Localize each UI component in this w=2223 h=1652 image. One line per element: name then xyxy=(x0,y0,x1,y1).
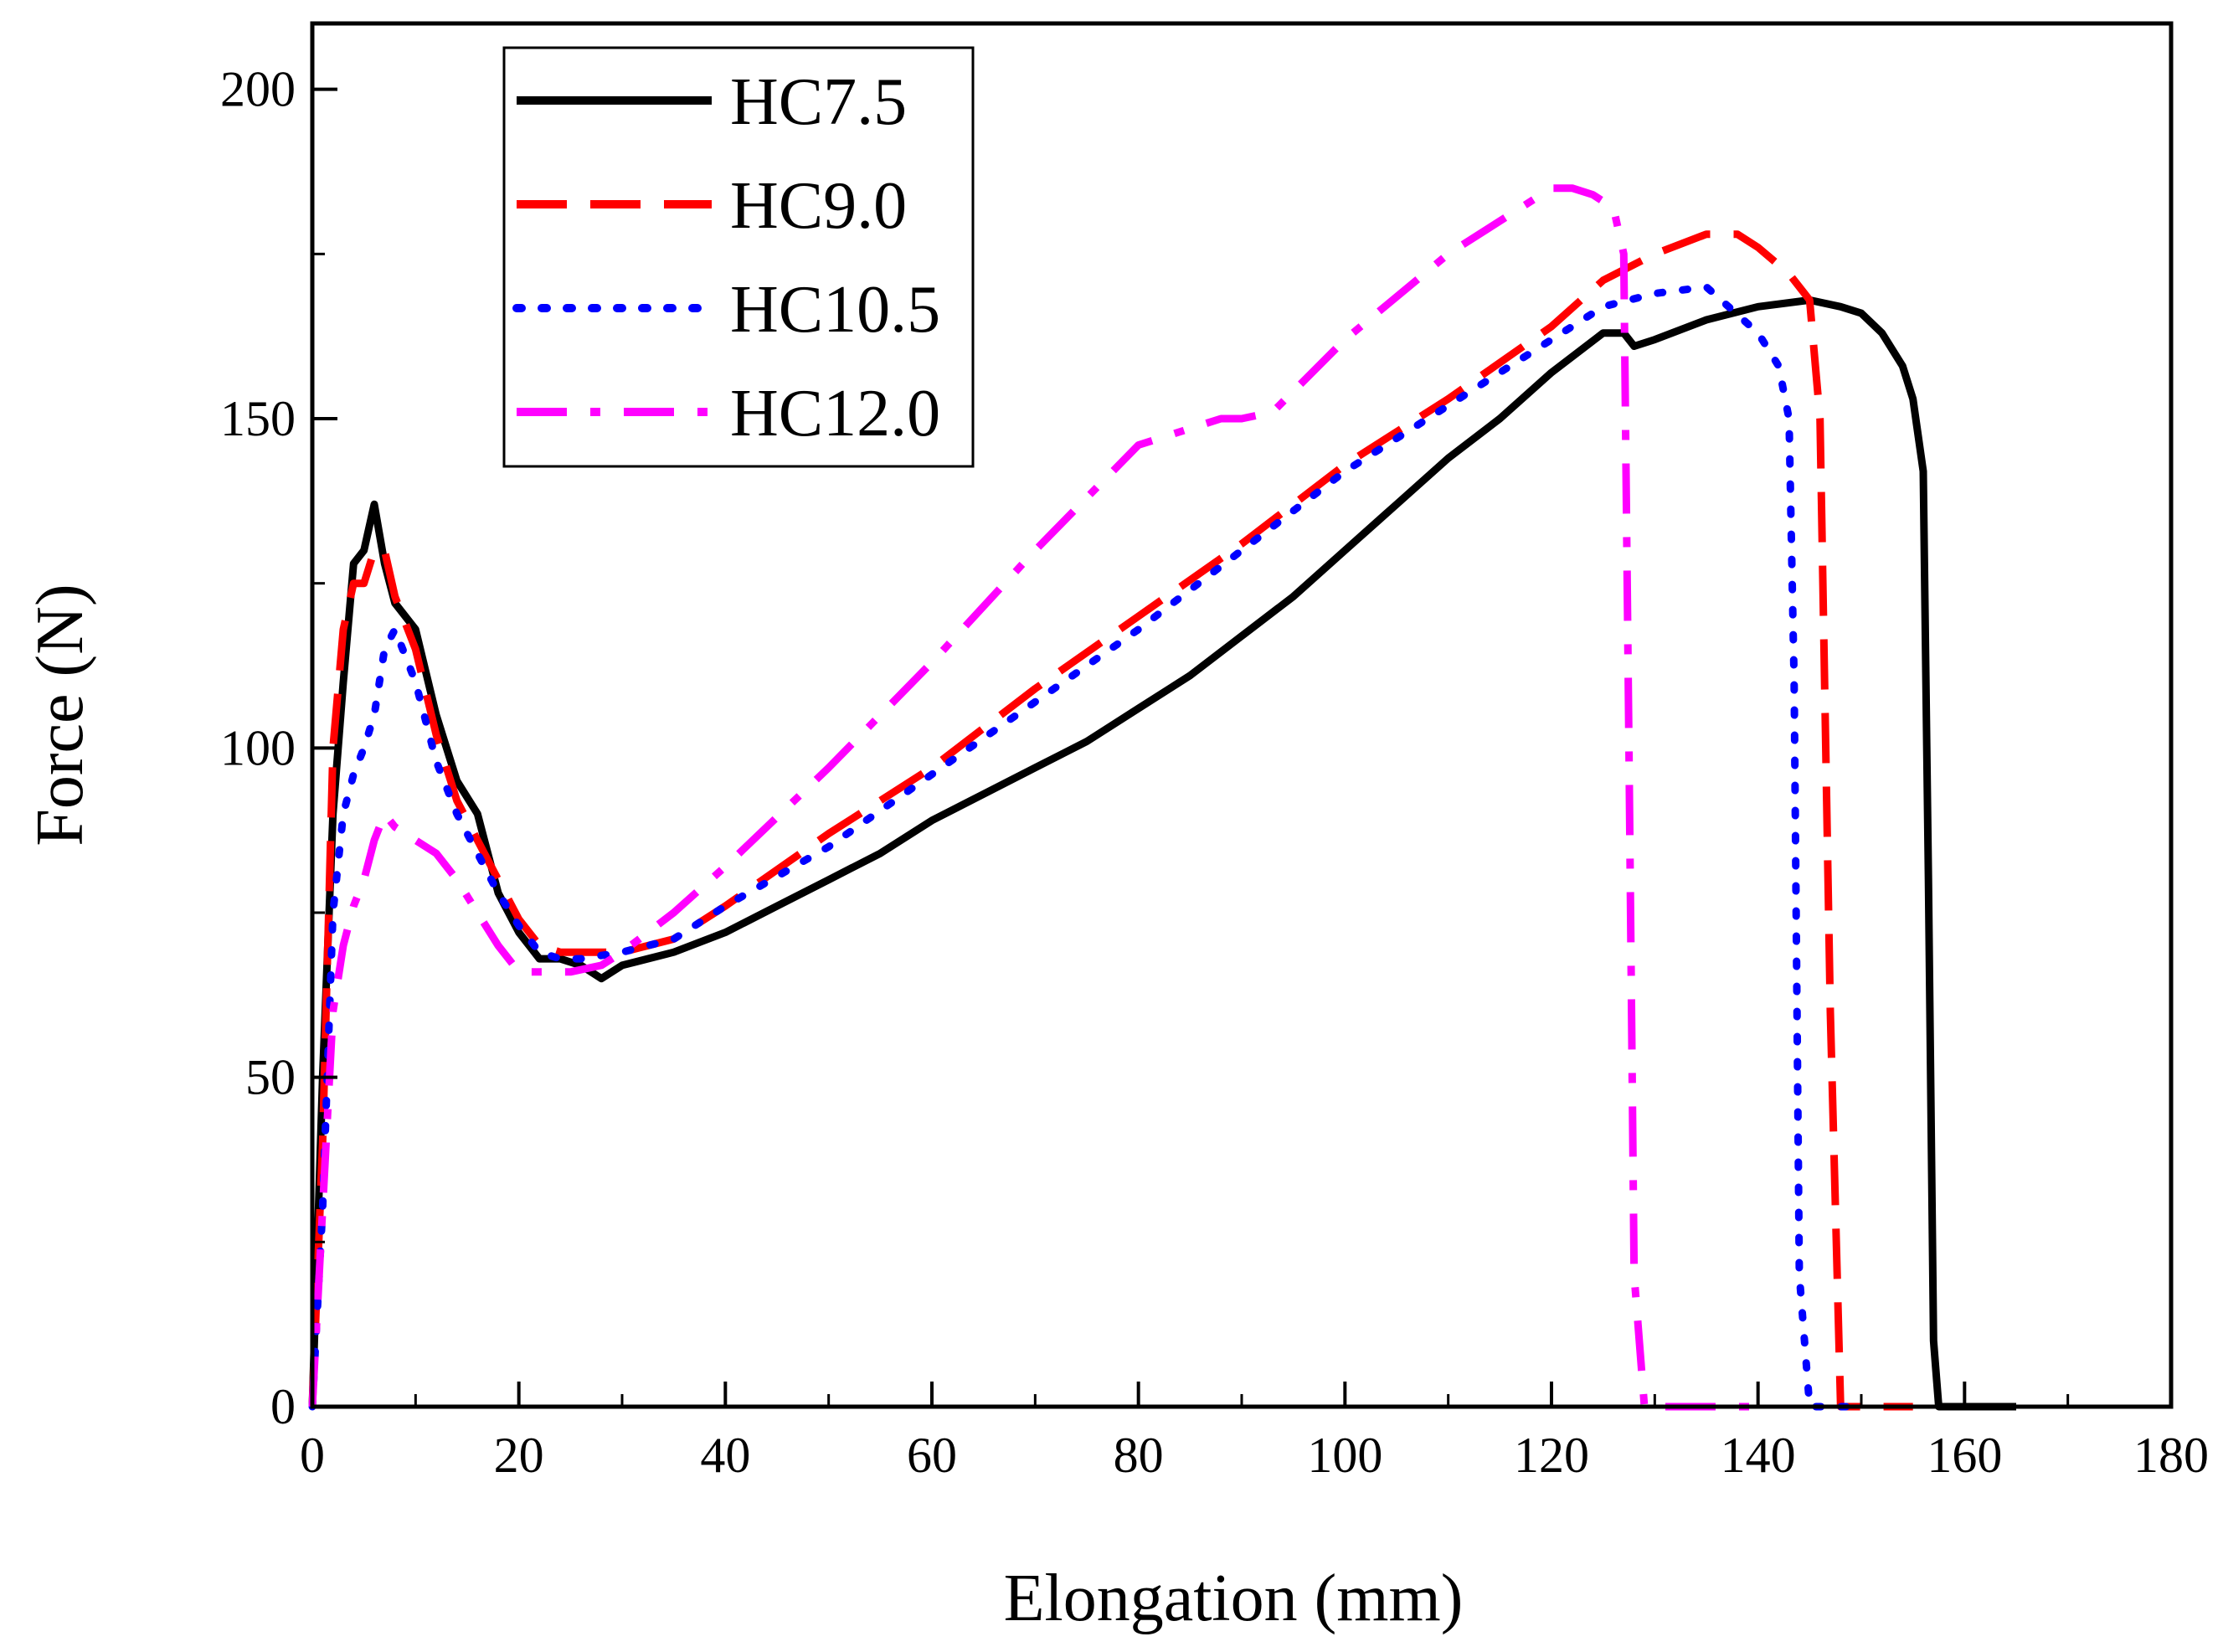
series-layer xyxy=(308,184,2016,1411)
y-axis-title: Force (N) xyxy=(23,584,97,846)
x-tick-label: 120 xyxy=(1514,1428,1589,1483)
x-tick-label: 40 xyxy=(700,1428,750,1483)
y-tick-label: 50 xyxy=(245,1050,296,1105)
x-tick-label: 160 xyxy=(1927,1428,2002,1483)
y-tick-label: 150 xyxy=(220,391,296,446)
series-line-hc12-0 xyxy=(308,184,1758,1411)
series-line-hc10-5 xyxy=(308,283,1865,1411)
series-line-hc9-0 xyxy=(308,230,1913,1411)
y-axis-ticks: 0 50 100 150 200 xyxy=(220,62,337,1434)
x-tick-label: 60 xyxy=(907,1428,957,1483)
x-tick-label: 180 xyxy=(2133,1428,2209,1483)
y-tick-label: 100 xyxy=(220,720,296,775)
x-axis-ticks: 0 20 40 60 80 100 120 140 160 180 xyxy=(300,1382,2209,1483)
legend: HC7.5 HC9.0 HC10.5 HC12.0 xyxy=(502,46,975,468)
legend-label: HC10.5 xyxy=(730,273,940,347)
x-tick-label: 80 xyxy=(1114,1428,1164,1483)
y-tick-label: 0 xyxy=(270,1379,296,1434)
legend-label: HC9.0 xyxy=(730,169,907,243)
x-axis-title: Elongation (mm) xyxy=(1004,1562,1464,1635)
y-tick-label: 200 xyxy=(220,62,296,117)
legend-box xyxy=(502,46,975,468)
series-line-hc7-5 xyxy=(308,296,2016,1411)
x-tick-label: 140 xyxy=(1721,1428,1796,1483)
legend-label: HC12.0 xyxy=(730,377,940,450)
legend-items: HC7.5 HC9.0 HC10.5 HC12.0 xyxy=(512,65,940,450)
x-tick-label: 100 xyxy=(1307,1428,1382,1483)
legend-label: HC7.5 xyxy=(730,65,907,139)
x-tick-label: 0 xyxy=(300,1428,325,1483)
x-tick-label: 20 xyxy=(494,1428,544,1483)
